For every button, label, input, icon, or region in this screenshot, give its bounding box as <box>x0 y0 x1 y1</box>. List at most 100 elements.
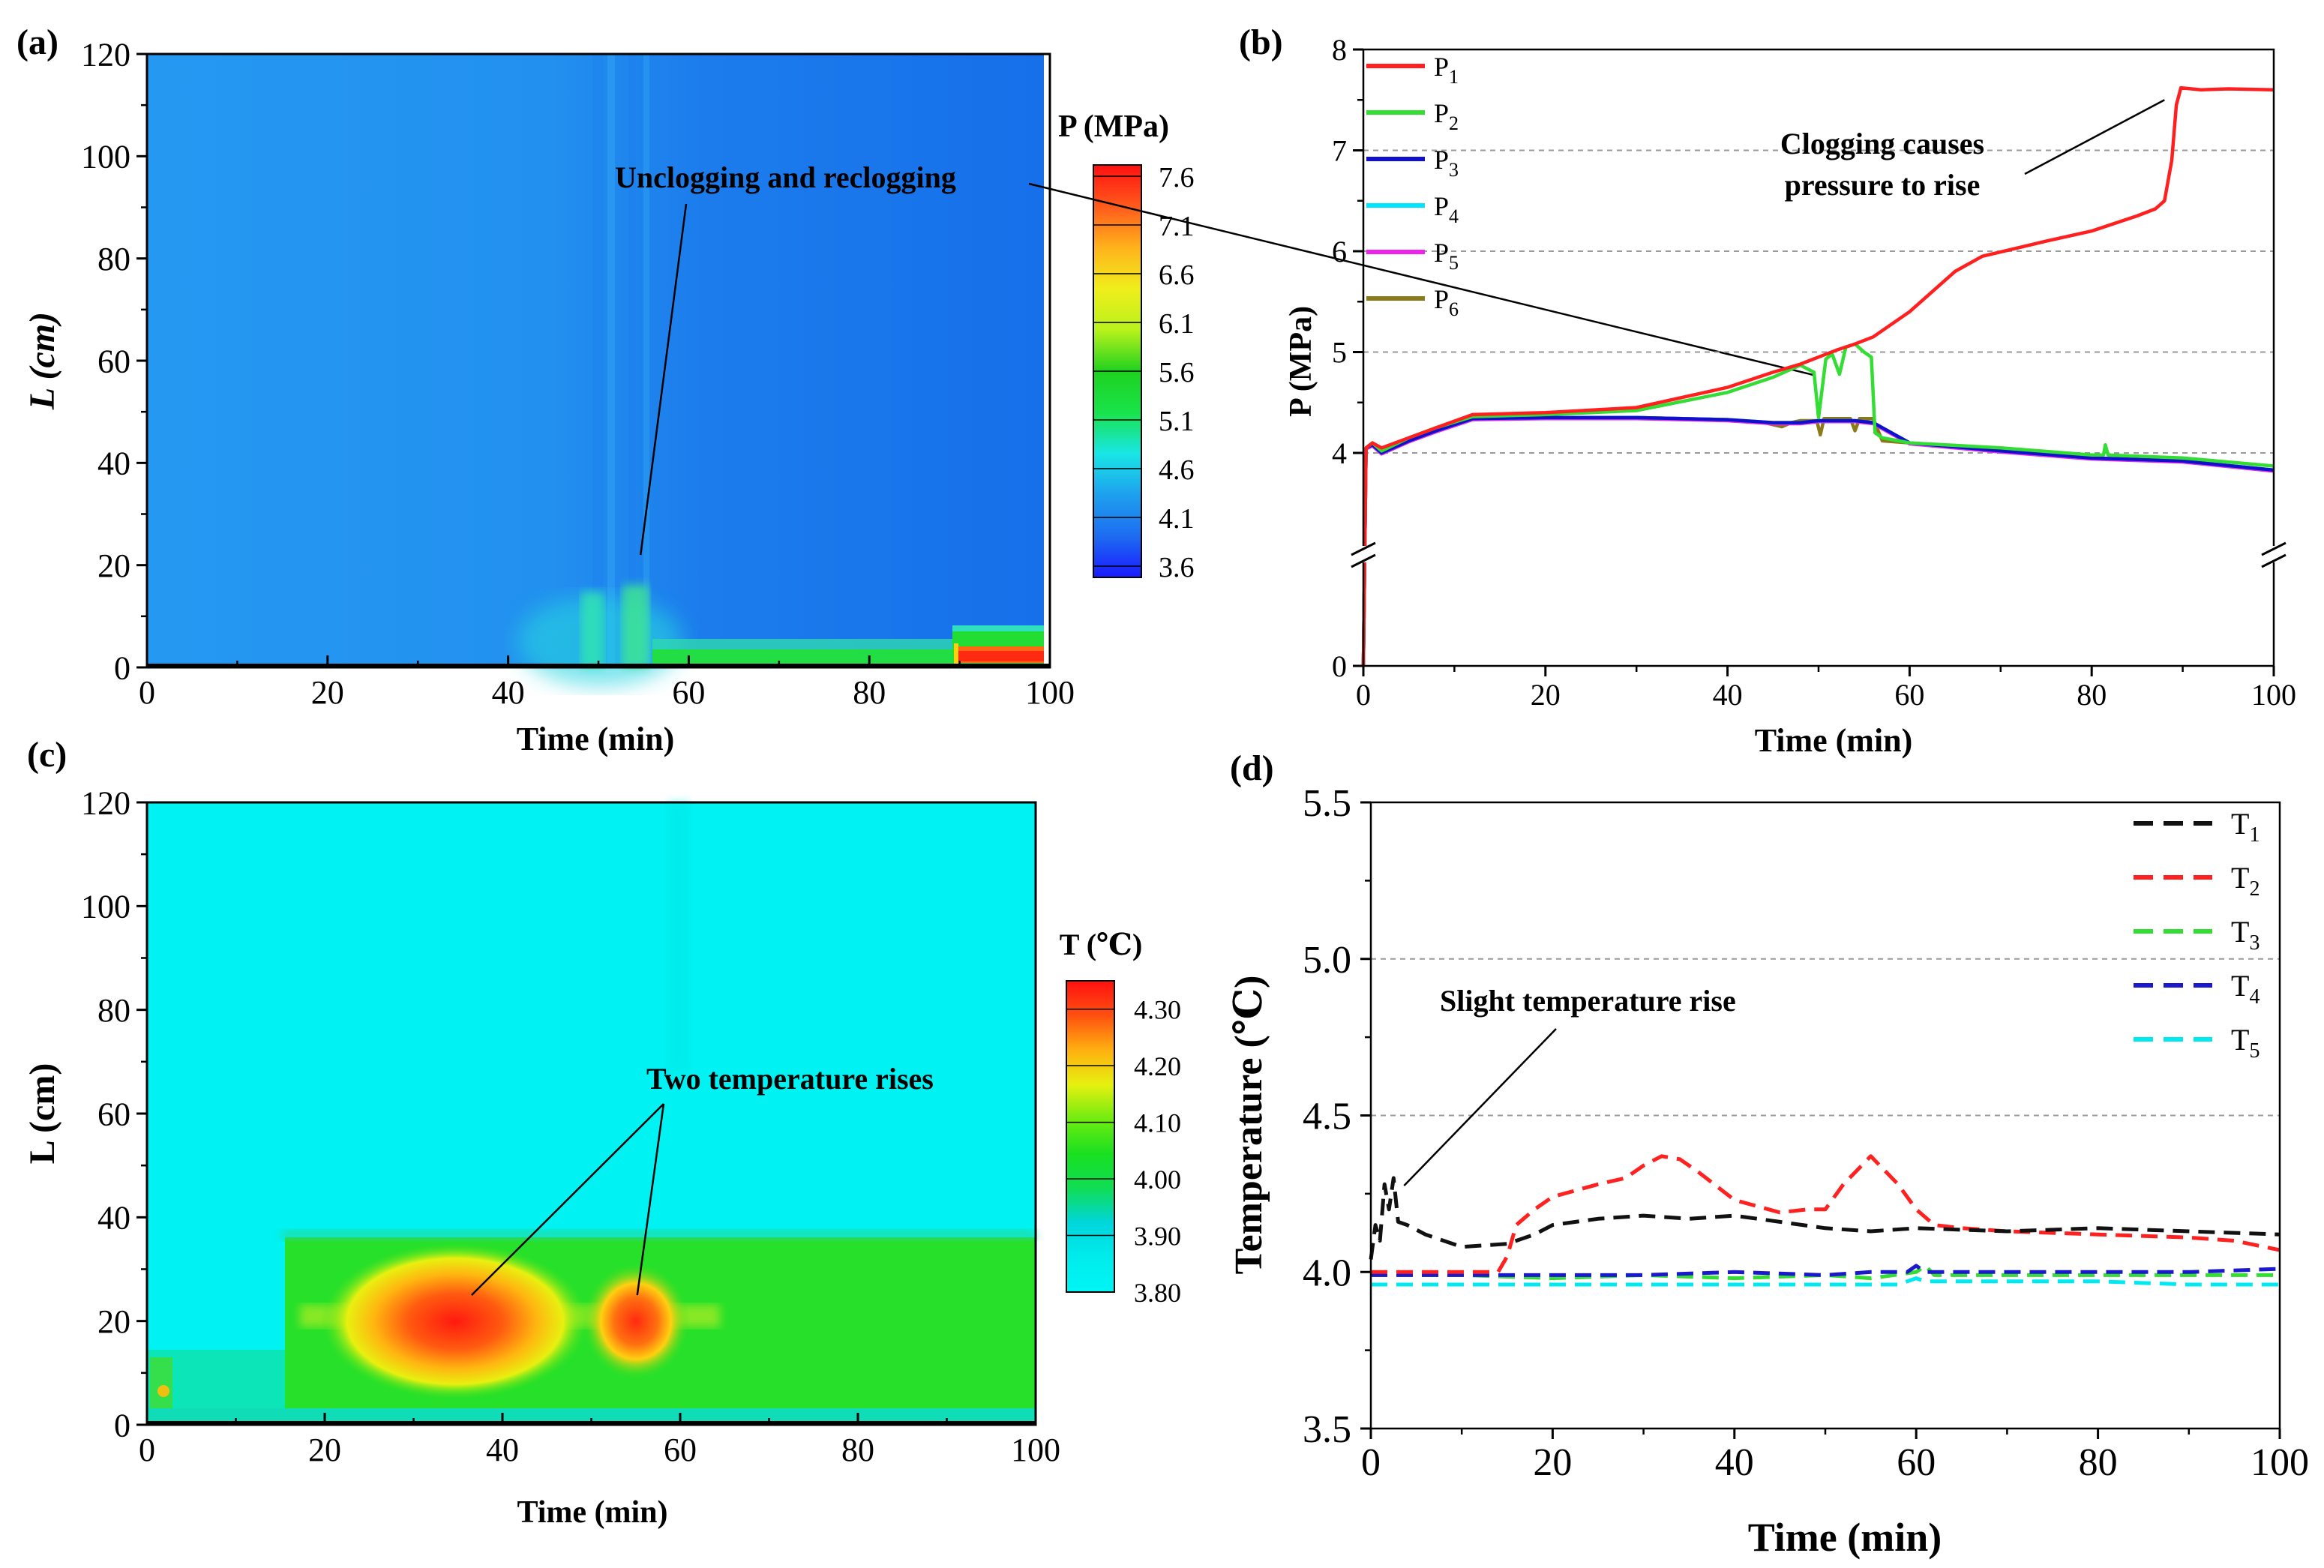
y-tick-label: 4.0 <box>1303 1252 1351 1294</box>
x-tick-label: 60 <box>1894 678 1924 712</box>
panel-d-axes: 0 20 40 60 80 100 3.5 4.0 4.5 5.0 5.5 <box>1303 782 2309 1484</box>
y-tick-label: 40 <box>97 1200 130 1237</box>
panel-a-streak <box>643 54 649 667</box>
panel-c-annotation: Two temperature rises <box>471 1062 934 1296</box>
panel-d-temperature-lines: (d) 0 20 40 60 80 100 3.5 4.0 4.5 5.0 5.5 Time (mi… <box>1228 748 2309 1560</box>
legend-label-T5: T5 <box>2231 1023 2260 1063</box>
colorbar-tick-label: 3.6 <box>1159 552 1195 583</box>
x-tick-label: 0 <box>1356 678 1371 712</box>
y-tick-label: 0 <box>1332 649 1347 683</box>
colorbar-frame <box>1093 164 1142 578</box>
y-tick-label: 3.5 <box>1303 1408 1351 1451</box>
x-tick-label: 0 <box>139 1432 155 1468</box>
x-tick-label: 80 <box>841 1432 874 1468</box>
panel-a-low-band <box>952 625 1044 631</box>
panel-d-series <box>1369 1154 2281 1287</box>
panel-b-ylabel: P (MPa) <box>1284 306 1318 417</box>
y-tick-label: 0 <box>114 649 130 686</box>
y-tick-label: 20 <box>97 547 130 584</box>
x-tick-label: 100 <box>2251 678 2296 712</box>
x-tick-label: 40 <box>486 1432 519 1468</box>
x-tick-label: 100 <box>1025 674 1075 711</box>
axis-break-mark-left <box>1351 553 1376 568</box>
y-tick-label: 100 <box>81 889 130 925</box>
panel-b-axes: 0 20 40 60 80 100 0 4 5 6 7 8 <box>1332 33 2296 712</box>
series-line-P3 <box>1361 415 2275 667</box>
y-tick-label: 100 <box>81 139 130 175</box>
series-line-T3 <box>1371 1264 2280 1281</box>
panel-c-small-hotspot <box>157 1385 169 1397</box>
colorbar-tick-label: 3.90 <box>1134 1222 1181 1252</box>
panel-b-series <box>1361 85 2275 667</box>
panel-a-xlabel: Time (min) <box>517 721 675 757</box>
panel-a-hot-band <box>958 651 1044 661</box>
panel-b-annotation-text-line1: Clogging causes <box>1780 127 1984 160</box>
panel-c-annotation-pointer-1 <box>471 1103 664 1296</box>
colorbar-tick-label: 5.1 <box>1159 406 1195 437</box>
cross-panel-connector <box>1028 182 1814 376</box>
panel-c-colorbar-title: T (℃) <box>1060 928 1143 961</box>
colorbar-tick-label: 4.1 <box>1159 503 1195 535</box>
panel-c-axes: 0 20 40 60 80 100 0 20 40 60 80 100 120 <box>81 784 1060 1468</box>
x-tick-label: 80 <box>2079 1441 2118 1484</box>
panel-c-warm-zone-edge <box>282 1230 1036 1240</box>
y-tick-label: 80 <box>97 992 130 1029</box>
x-tick-label: 60 <box>1897 1441 1936 1484</box>
panel-c-plot-area <box>147 802 1036 1425</box>
x-tick-label: 20 <box>308 1432 341 1468</box>
colorbar-tick-label: 6.1 <box>1159 308 1195 340</box>
y-tick-label: 6 <box>1332 235 1347 268</box>
panel-b-annotation: Clogging causes pressure to rise <box>1780 99 2165 202</box>
y-tick-label: 0 <box>114 1407 130 1444</box>
panel-d-xlabel: Time (min) <box>1748 1515 1942 1560</box>
colorbar-tick-label: 4.10 <box>1134 1108 1181 1138</box>
colorbar-tick-label: 4.6 <box>1159 454 1195 486</box>
x-tick-label: 20 <box>1533 1441 1572 1484</box>
x-tick-label: 20 <box>1531 678 1561 712</box>
panel-a-low-glow <box>622 585 649 667</box>
panel-a-streak <box>628 54 636 667</box>
panel-a-colorbar: P (MPa) 7.6 7.1 6.6 6.1 5.6 5.1 4.6 4.1 3.6 <box>1058 109 1195 583</box>
x-tick-label: 80 <box>853 674 886 711</box>
colorbar-tick-label: 4.20 <box>1134 1051 1181 1081</box>
panel-c-annotation-pointer-2 <box>636 1103 665 1296</box>
x-tick-label: 0 <box>139 674 155 711</box>
panel-d-legend: T1 T2 T3 T4 T5 <box>2134 807 2260 1063</box>
axis-break-mark-left <box>1351 541 1376 556</box>
panel-a-streak <box>607 54 615 667</box>
y-tick-label: 20 <box>97 1303 130 1340</box>
y-tick-label: 80 <box>97 241 130 277</box>
x-tick-label: 0 <box>1361 1441 1381 1484</box>
y-tick-label: 60 <box>97 1096 130 1132</box>
panel-c-colorbar: T (℃) 4.30 4.20 4.10 4.00 3.90 3.80 <box>1060 928 1181 1308</box>
panel-d-ylabel: Temperature (℃) <box>1228 976 1270 1275</box>
panel-b-annotation-pointer <box>2024 99 2165 175</box>
series-line-T1 <box>1369 1176 2281 1260</box>
y-tick-label: 40 <box>97 445 130 482</box>
panel-d-annotation-text: Slight temperature rise <box>1440 984 1736 1018</box>
x-tick-label: 100 <box>2251 1441 2309 1484</box>
panel-a-plot-area <box>147 54 1044 686</box>
x-tick-label: 60 <box>672 674 705 711</box>
colorbar-frame <box>1066 980 1115 1293</box>
axis-break-mark-right <box>2261 541 2287 556</box>
legend-label-T4: T4 <box>2231 969 2260 1009</box>
colorbar-tick-label: 4.00 <box>1134 1165 1181 1195</box>
colorbar-tick-label: 7.6 <box>1159 162 1195 193</box>
series-line-P1 <box>1361 85 2275 667</box>
y-tick-label: 120 <box>81 784 130 821</box>
panel-a-label: (a) <box>16 22 58 62</box>
legend-label-T1: T1 <box>2231 807 2260 847</box>
panel-a-annotation-pointer <box>639 203 688 556</box>
x-tick-label: 40 <box>1713 678 1743 712</box>
panel-c-temperature-heatmap: (c) 0 20 40 60 80 100 0 20 40 60 80 100 120 Time (mi… <box>22 735 1181 1530</box>
colorbar-tick-label: 3.80 <box>1134 1278 1181 1308</box>
panel-a-colorbar-title: P (MPa) <box>1058 109 1169 144</box>
y-tick-label: 5 <box>1332 336 1347 370</box>
y-tick-label: 60 <box>97 343 130 379</box>
legend-label-P5: P5 <box>1434 238 1459 274</box>
panel-a-hot-band <box>954 643 958 666</box>
legend-label-T3: T3 <box>2231 915 2260 955</box>
y-tick-label: 120 <box>81 36 130 73</box>
